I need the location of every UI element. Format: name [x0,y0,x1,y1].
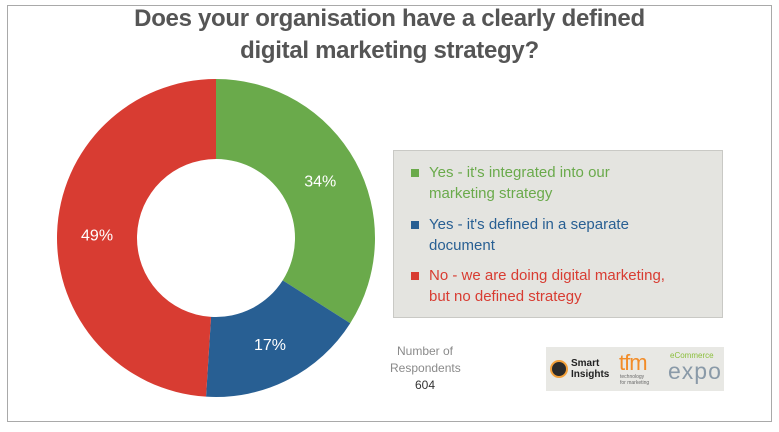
legend-text-no-strategy-line-2: but no defined strategy [429,288,582,305]
slice-label-no-strategy: 49% [81,227,113,244]
legend-text-no-strategy-line-1: No - we are doing digital marketing, [429,267,665,284]
tfm-logo-tagline: technology for marketing [620,374,660,386]
legend-swatch-separate [411,221,419,229]
legend-text-no-strategy: No - we are doing digital marketing, but… [429,265,709,307]
slice-label-separate: 17% [254,337,286,354]
sponsor-logos: Smart Insights tfm technology for market… [546,347,724,391]
smart-insights-logo-line-1: Smart [571,358,600,369]
smart-insights-logo: Smart Insights [571,358,609,380]
chart-title-line-2: digital marketing strategy? [240,37,539,64]
tfm-tagline-line-1: technology [620,374,645,380]
chart-title: Does your organisation have a clearly de… [0,3,779,67]
respondents-note: Number of Respondents 604 [390,343,461,394]
legend-text-separate-line-2: document [429,237,495,254]
smart-insights-logo-line-2: Insights [571,369,610,380]
respondents-label-line-2: Respondents [390,361,461,375]
ecommerce-logo-small: eCommerce [670,351,714,360]
ecommerce-expo-logo: expo [668,358,722,384]
donut-slice-no-strategy [57,78,216,397]
tfm-tagline-line-2: for marketing [620,380,650,386]
respondents-count: 604 [414,378,436,392]
smart-insights-logo-icon [550,360,568,378]
donut-slice-separate [206,280,351,397]
legend-text-separate: Yes - it's defined in a separate documen… [429,214,709,256]
donut-slice-integrated [216,79,375,324]
legend-swatch-no-strategy [411,272,419,280]
legend: Yes - it's integrated into our marketing… [393,150,723,318]
legend-text-integrated-line-2: marketing strategy [429,185,553,202]
legend-text-separate-line-1: Yes - it's defined in a separate [429,216,629,233]
legend-swatch-integrated [411,169,419,177]
respondents-label-line-1: Number of [396,344,454,358]
chart-title-line-1: Does your organisation have a clearly de… [134,5,645,32]
slice-label-integrated: 34% [304,174,336,191]
legend-text-integrated: Yes - it's integrated into our marketing… [429,162,709,204]
legend-text-integrated-line-1: Yes - it's integrated into our [429,164,610,181]
tfm-logo: tfm [619,350,648,375]
